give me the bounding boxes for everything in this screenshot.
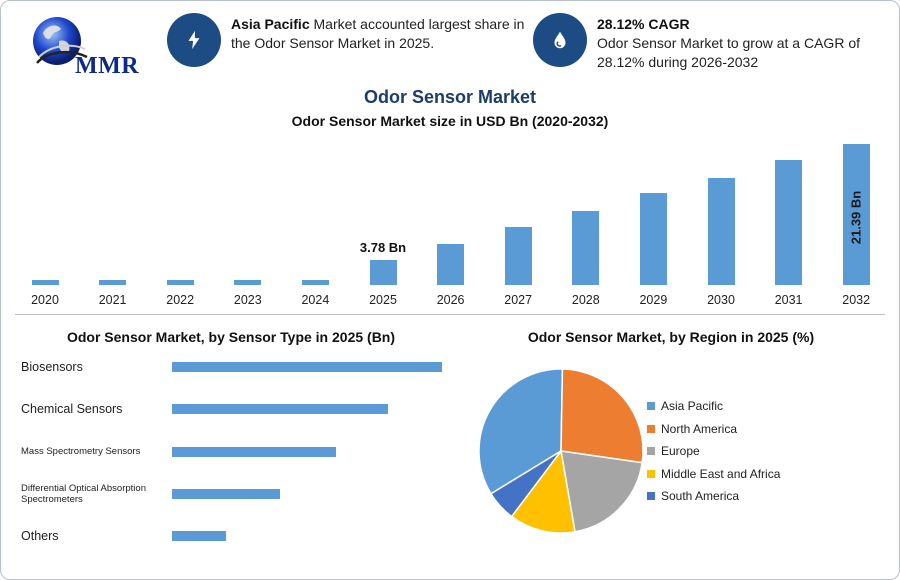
legend-swatch [647,424,655,433]
legend-item: Asia Pacific [647,397,847,415]
category-label: Others [21,528,59,543]
lightning-icon-circle [167,13,221,67]
bar-2027 [504,226,532,285]
market-size-bar-chart: 2020 2021 2022 2023 2024 2025 3.78 Bn 2026 2027 2… [21,131,881,315]
stat-text: Asia Pacific Market accounted largest sh… [231,15,527,53]
stat-text: 28.12% CAGR Odor Sensor Market to grow at… [597,15,893,72]
legend-label: South America [661,489,740,503]
x-tick-label: 2032 [842,293,871,307]
bar-2020 [31,279,59,285]
category-label: Mass Spectrometry Sensors [21,446,141,458]
bar-2024 [301,279,329,285]
bar-2025 [369,260,397,285]
lightning-bolt-icon [188,30,200,50]
legend-item: Middle East and Africa [647,465,847,483]
x-tick-label: 2024 [301,293,330,307]
bar-2021 [99,279,127,285]
legend-swatch [647,469,655,478]
globe-icon [33,17,88,65]
hbar-0 [172,362,442,372]
pie-slice-south-america [489,450,562,518]
x-tick-label: 2023 [233,293,262,307]
legend-label: North America [661,421,738,436]
hbar-4 [172,531,226,541]
x-tick-label: 2031 [774,293,803,307]
bar-2032 [842,144,870,285]
x-tick-label: 2020 [31,293,59,307]
pie-slice-middle-east-and-africa [510,449,576,534]
chart-subtitle: Odor Sensor Market size in USD Bn (2020-… [291,113,609,129]
hbar-1 [172,404,388,414]
region-pie-chart [478,368,644,534]
bar-2028 [572,211,600,285]
hbar-3 [172,489,280,499]
x-tick-label: 2025 [369,293,397,307]
stat-body: Odor Sensor Market to grow at a CAGR of … [597,35,860,70]
section-divider [15,314,885,315]
stat-bold: Asia Pacific [231,16,310,32]
legend-item: Europe [647,442,847,460]
x-tick-label: 2026 [436,293,465,307]
legend-label: Europe [661,444,700,458]
stat-cagr: 28.12% CAGR Odor Sensor Market to grow at… [533,13,893,73]
legend-label: Asia Pacific [661,399,724,413]
legend-label: Middle East and Africa [661,466,781,481]
legend-swatch [647,492,655,500]
legend-item: South America [647,487,847,505]
water-drop-icon [554,31,566,49]
logo-text: MMR [75,53,140,79]
legend-swatch [647,402,655,410]
data-label-2025: 3.78 Bn [359,240,407,256]
x-tick-label: 2027 [504,293,533,307]
bar-2022 [166,279,194,285]
bar-2026 [437,244,465,285]
x-tick-label: 2028 [571,293,600,307]
x-tick-label: 2029 [639,293,668,307]
bar-2031 [775,160,803,285]
header: MMR Asia Pacific Market accounted larges… [1,1,899,79]
category-label: Differential Optical Absorption Spectrom… [21,482,146,506]
drop-icon-circle [533,13,587,67]
stat-bold: 28.12% CAGR [597,16,690,32]
category-label: Chemical Sensors [21,401,123,416]
mmr-logo: MMR [19,9,139,79]
stat-body: Market accounted largest share in the Od… [231,16,525,51]
category-label: Biosensors [21,359,83,374]
sensor-type-chart-title: Odor Sensor Market, by Sensor Type in 20… [66,329,396,345]
legend-item: North America [647,420,847,438]
pie-slice-north-america [560,368,644,464]
legend-swatch [647,447,655,455]
pie-slice-europe [560,450,644,533]
chart-title: Odor Sensor Market [363,87,537,107]
data-label-2032: 21.39 Bn [848,190,864,245]
x-tick-label: 2021 [98,293,127,307]
region-chart-title: Odor Sensor Market, by Region in 2025 (%… [527,329,815,345]
x-tick-label: 2030 [707,293,735,307]
bar-2023 [234,279,262,285]
bar-2030 [707,177,735,285]
hbar-2 [172,447,336,457]
stat-asia-pacific: Asia Pacific Market accounted largest sh… [167,13,527,73]
bar-2029 [639,193,667,285]
x-tick-label: 2022 [166,293,195,307]
